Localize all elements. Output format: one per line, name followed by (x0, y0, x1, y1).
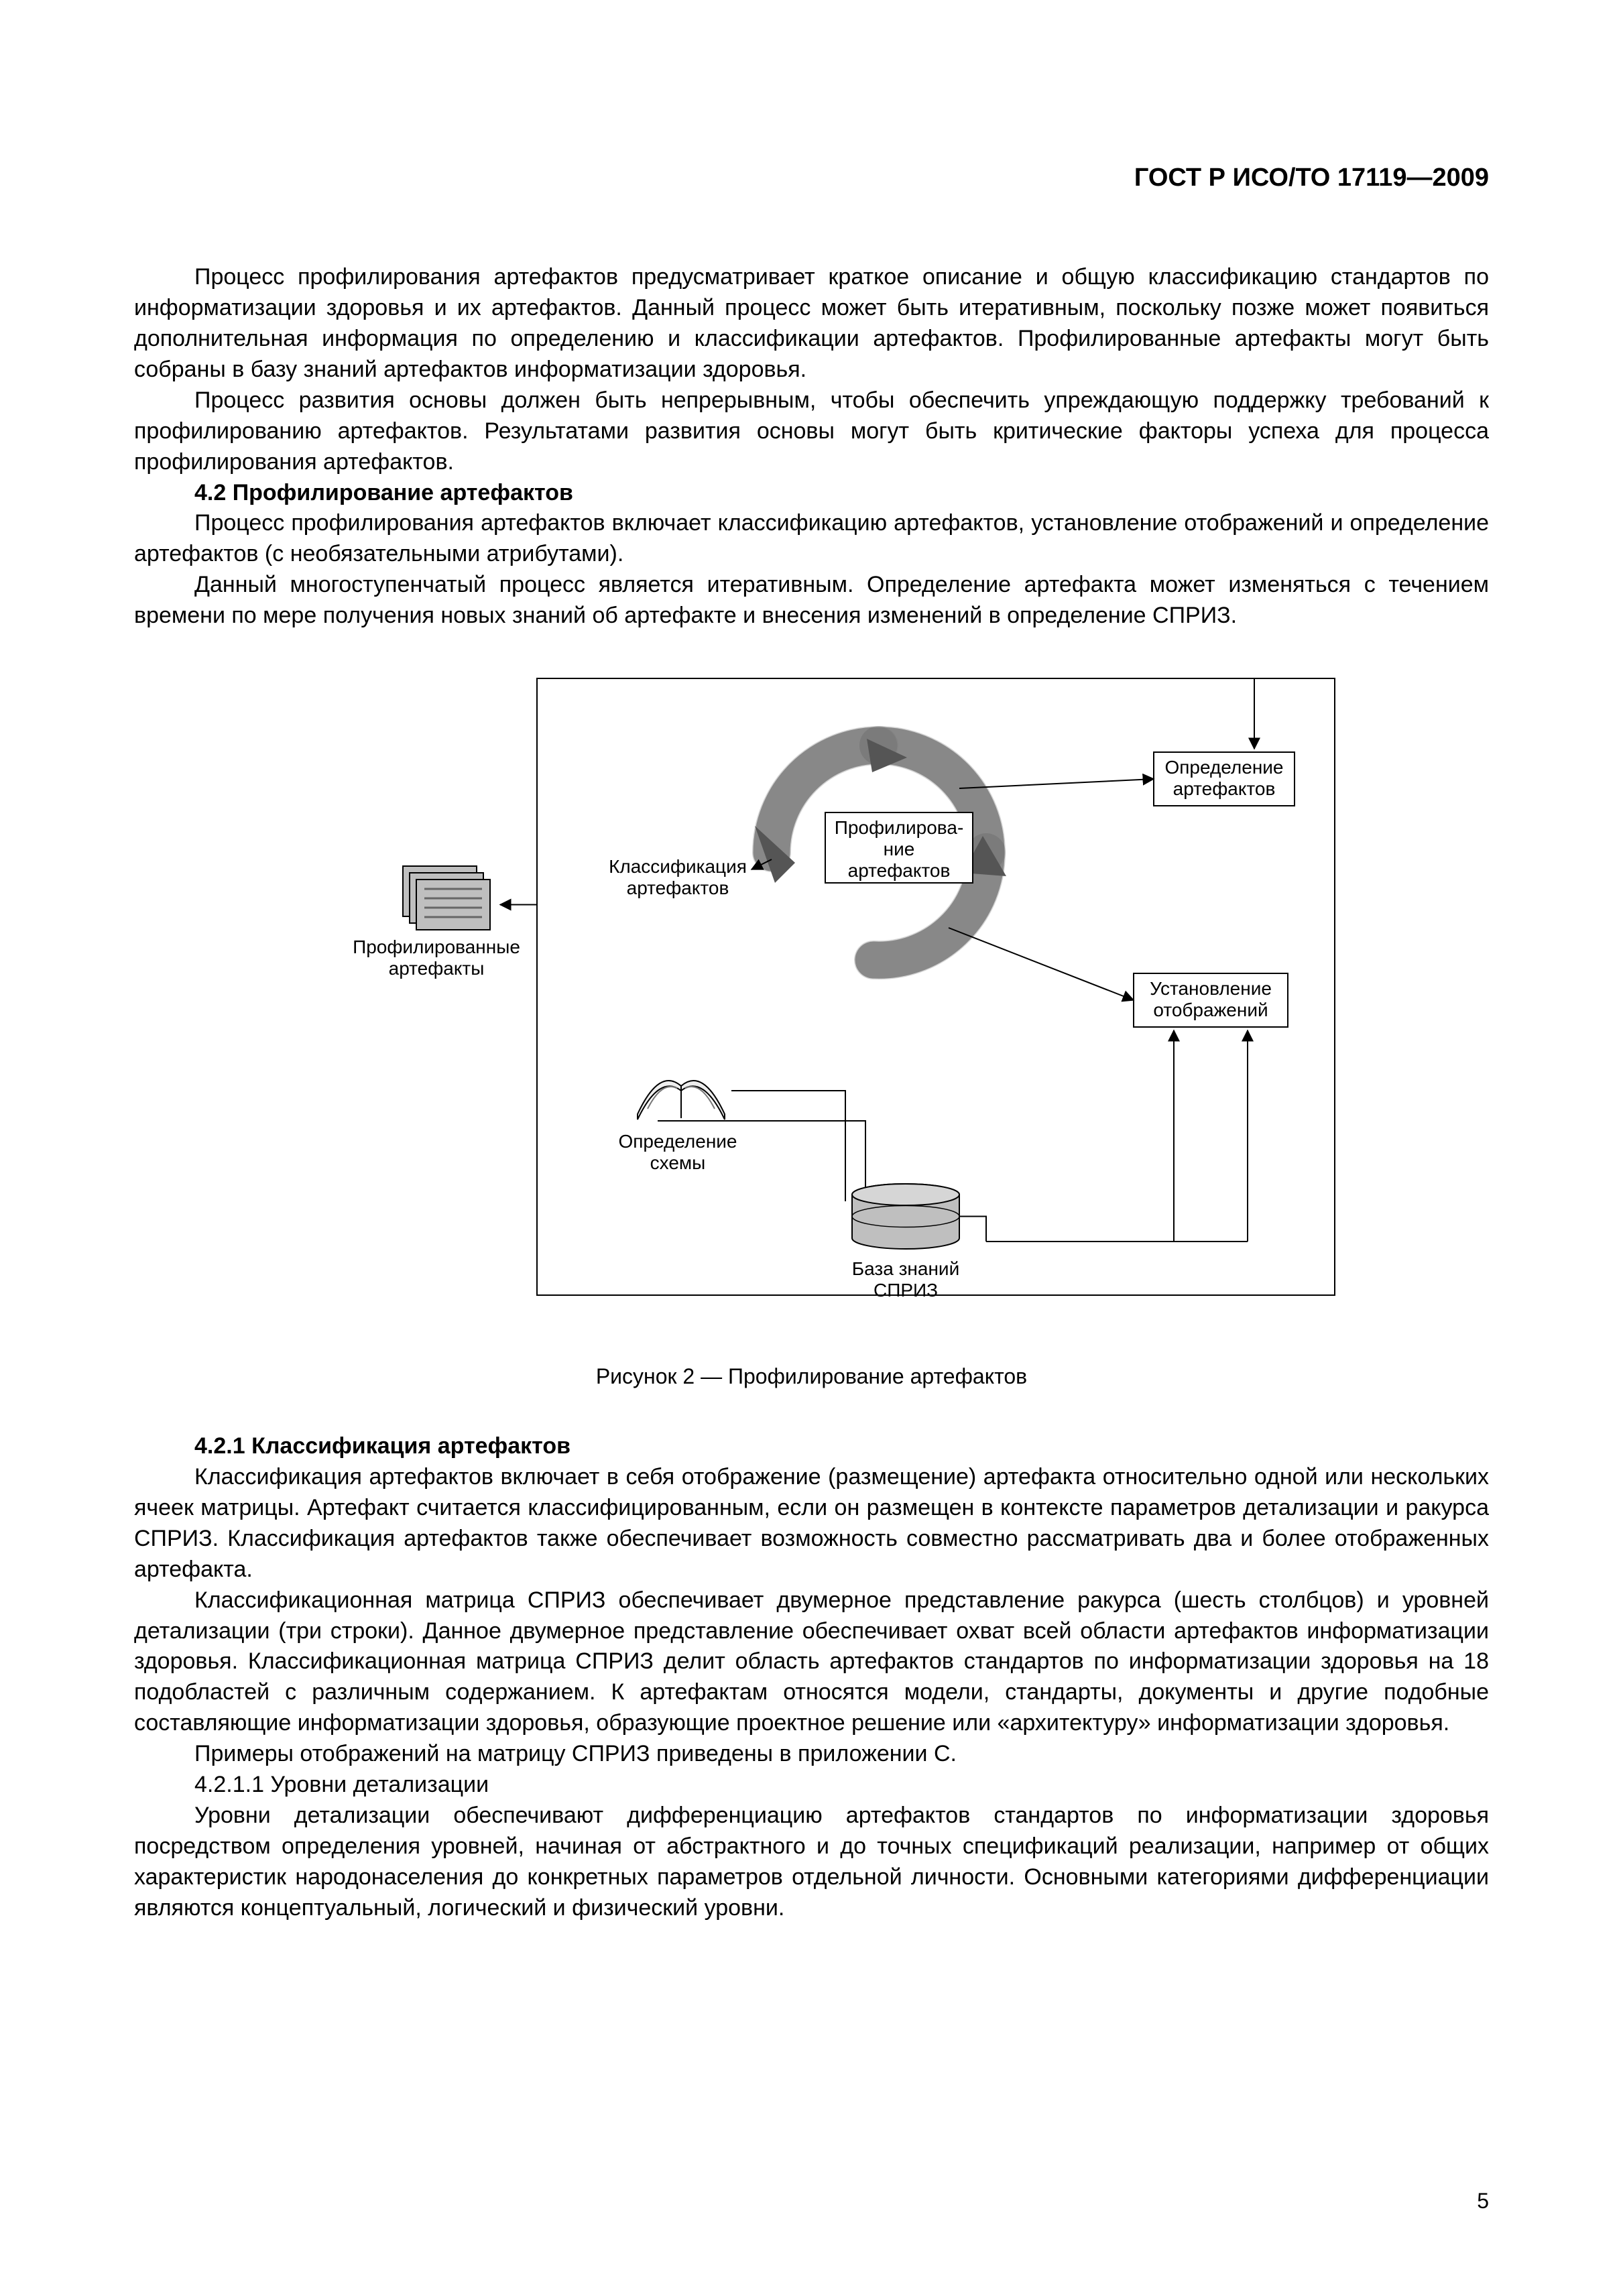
figure-2-diagram: Профилирова-ниеартефактовОпределениеарте… (134, 665, 1489, 1335)
svg-text:Определениеартефактов: Определениеартефактов (1164, 757, 1283, 799)
svg-text:Определениесхемы: Определениесхемы (618, 1131, 737, 1173)
paragraph: Классификация артефактов включает в себя… (134, 1462, 1489, 1585)
paragraph: Уровни детализации обеспечивают дифферен… (134, 1801, 1489, 1924)
paragraph: Примеры отображений на матрицу СПРИЗ при… (134, 1739, 1489, 1770)
section-heading-4-2: 4.2 Профилирование артефактов (134, 478, 1489, 509)
document-id: ГОСТ Р ИСО/ТО 17119—2009 (134, 161, 1489, 195)
paragraph: Процесс развития основы должен быть непр… (134, 385, 1489, 478)
figure-caption: Рисунок 2 — Профилирование артефактов (134, 1362, 1489, 1391)
svg-text:Установлениеотображений: Установлениеотображений (1150, 978, 1272, 1020)
paragraph: Данный многоступенчатый процесс является… (134, 570, 1489, 631)
section-heading-4-2-1-1: 4.2.1.1 Уровни детализации (134, 1770, 1489, 1801)
svg-text:База знанийСПРИЗ: База знанийСПРИЗ (851, 1258, 959, 1301)
paragraph: Процесс профилирования артефактов включа… (134, 508, 1489, 570)
paragraph: Классификационная матрица СПРИЗ обеспечи… (134, 1585, 1489, 1739)
svg-text:Классификацияартефактов: Классификацияартефактов (609, 856, 747, 898)
section-heading-4-2-1: 4.2.1 Классификация артефактов (134, 1431, 1489, 1462)
paragraph: Процесс профилирования артефактов предус… (134, 262, 1489, 385)
svg-text:Профилированныеартефакты: Профилированныеартефакты (353, 936, 520, 979)
page-number: 5 (1477, 2187, 1489, 2216)
